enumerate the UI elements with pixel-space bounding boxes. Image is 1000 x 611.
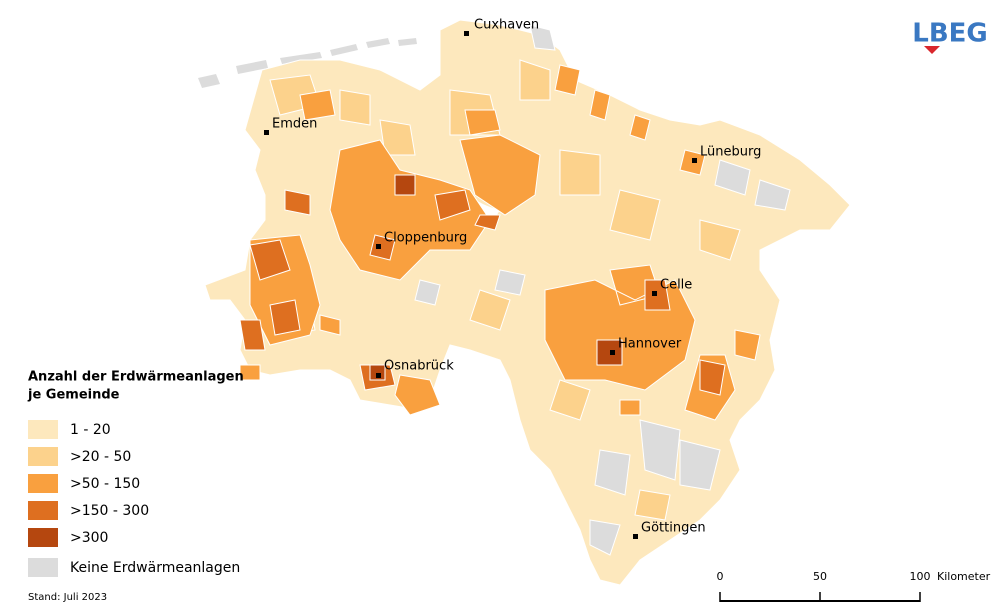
- legend-title: Anzahl der Erdwärmeanlagen: [28, 370, 244, 385]
- legend-title: je Gemeinde: [27, 388, 120, 403]
- legend-label: 1 - 20: [70, 422, 111, 438]
- scale-label: 0: [717, 570, 724, 583]
- city-labels: Cuxhaven Emden Lüneburg Cloppenburg Cell…: [272, 18, 761, 536]
- city-label: Göttingen: [641, 521, 706, 536]
- logo: LBEG: [912, 19, 988, 54]
- legend-label: >50 - 150: [70, 476, 140, 492]
- legend-swatch: [28, 474, 58, 493]
- legend-swatch: [28, 528, 58, 547]
- legend-label: Keine Erdwärmeanlagen: [70, 560, 240, 576]
- legend-swatch: [28, 420, 58, 439]
- logo-text: LBEG: [912, 19, 988, 49]
- city-label: Osnabrück: [384, 359, 454, 374]
- municipalities-150-300: [239, 189, 726, 396]
- legend-swatch: [28, 447, 58, 466]
- city-label: Cloppenburg: [384, 231, 467, 246]
- legend: Anzahl der Erdwärmeanlagen je Gemeinde 1…: [27, 370, 244, 577]
- scale-bar: 0 50 100 Kilometer: [717, 570, 991, 602]
- scale-label: 100: [910, 570, 931, 583]
- scale-label: 50: [813, 570, 827, 583]
- municipalities-over-300: [369, 174, 623, 381]
- legend-swatch: [28, 501, 58, 520]
- footer: Stand: Juli 2023: [28, 592, 107, 603]
- city-label: Cuxhaven: [474, 18, 539, 33]
- legend-label: >20 - 50: [70, 449, 131, 465]
- municipalities-50-150: [239, 64, 761, 421]
- no-installations: [414, 24, 791, 556]
- city-label: Lüneburg: [700, 145, 761, 160]
- legend-label: >300: [70, 530, 108, 546]
- city-label: Hannover: [618, 337, 682, 352]
- legend-swatch: [28, 558, 58, 577]
- city-label: Celle: [660, 278, 692, 293]
- city-markers: [264, 31, 697, 539]
- legend-label: >150 - 300: [70, 503, 149, 519]
- scale-unit: Kilometer: [937, 570, 991, 583]
- city-label: Emden: [272, 117, 317, 132]
